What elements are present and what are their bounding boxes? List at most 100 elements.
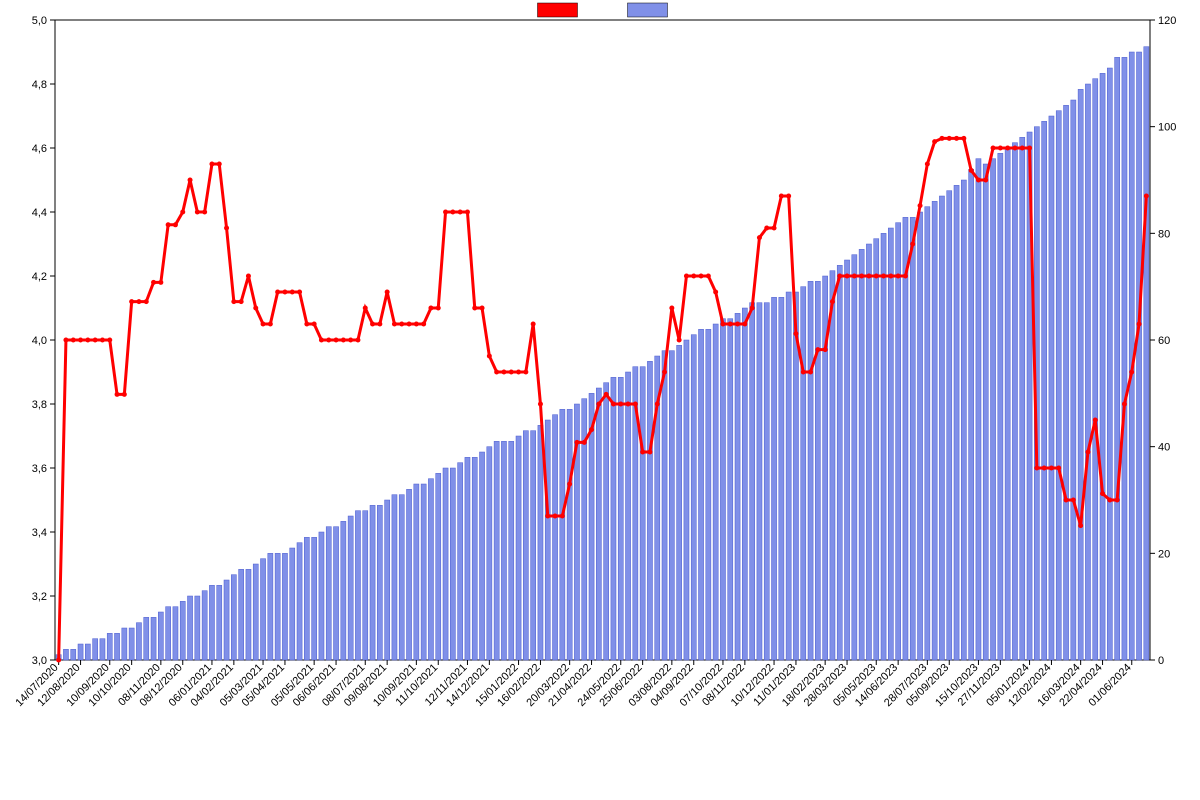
line-marker xyxy=(969,168,974,173)
bar xyxy=(166,607,171,660)
bar xyxy=(1144,47,1149,660)
line-marker xyxy=(239,299,244,304)
line-marker xyxy=(326,338,331,343)
right-tick-label: 60 xyxy=(1158,335,1170,347)
left-tick-label: 5,0 xyxy=(32,15,47,27)
bar xyxy=(421,484,426,660)
bar xyxy=(180,601,185,660)
line-marker xyxy=(63,338,68,343)
bar xyxy=(458,463,463,660)
bar xyxy=(1115,57,1120,660)
bar xyxy=(691,335,696,660)
bar xyxy=(1005,148,1010,660)
bar xyxy=(866,244,871,660)
bar xyxy=(158,612,163,660)
bar xyxy=(1071,100,1076,660)
bar xyxy=(1122,57,1127,660)
line-marker xyxy=(1078,523,1083,528)
bar xyxy=(998,153,1003,660)
bar xyxy=(808,281,813,660)
line-marker xyxy=(998,146,1003,151)
bar xyxy=(750,303,755,660)
bar xyxy=(611,377,616,660)
line-marker xyxy=(720,322,725,327)
bar xyxy=(903,217,908,660)
bar xyxy=(706,329,711,660)
line-marker xyxy=(268,322,273,327)
bar xyxy=(954,185,959,660)
bar xyxy=(647,361,652,660)
bar xyxy=(239,569,244,660)
line-marker xyxy=(115,392,120,397)
bar xyxy=(501,441,506,660)
bar xyxy=(297,543,302,660)
bar xyxy=(735,313,740,660)
line-marker xyxy=(85,338,90,343)
bar xyxy=(282,553,287,660)
line-marker xyxy=(808,370,813,375)
line-marker xyxy=(961,136,966,141)
line-marker xyxy=(480,306,485,311)
line-marker xyxy=(253,306,258,311)
bar xyxy=(304,537,309,660)
line-marker xyxy=(852,274,857,279)
bar xyxy=(479,452,484,660)
bar xyxy=(961,180,966,660)
bar xyxy=(202,591,207,660)
line-marker xyxy=(450,210,455,215)
line-marker xyxy=(874,274,879,279)
line-marker xyxy=(706,274,711,279)
left-tick-label: 4,4 xyxy=(32,207,47,219)
line-marker xyxy=(341,338,346,343)
line-marker xyxy=(428,306,433,311)
line-marker xyxy=(772,226,777,231)
bar xyxy=(640,367,645,660)
line-marker xyxy=(1144,194,1149,199)
line-marker xyxy=(691,274,696,279)
combo-chart: 3,03,23,43,63,84,04,24,44,64,85,00204060… xyxy=(0,0,1200,800)
line-marker xyxy=(866,274,871,279)
line-marker xyxy=(626,402,631,407)
bar xyxy=(830,271,835,660)
bar xyxy=(859,249,864,660)
bar xyxy=(246,569,251,660)
bar xyxy=(677,345,682,660)
line-marker xyxy=(983,178,988,183)
bar xyxy=(312,537,317,660)
line-marker xyxy=(195,210,200,215)
line-marker xyxy=(713,290,718,295)
line-marker xyxy=(903,274,908,279)
bar xyxy=(1056,111,1061,660)
line-marker xyxy=(793,331,798,336)
right-tick-label: 100 xyxy=(1158,122,1176,134)
bar xyxy=(100,639,105,660)
line-marker xyxy=(1071,498,1076,503)
line-marker xyxy=(618,402,623,407)
bar xyxy=(852,255,857,660)
bar xyxy=(801,287,806,660)
line-marker xyxy=(633,402,638,407)
bar xyxy=(355,511,360,660)
line-marker xyxy=(100,338,105,343)
bar xyxy=(93,639,98,660)
bar xyxy=(1042,121,1047,660)
bar xyxy=(983,164,988,660)
line-marker xyxy=(1085,450,1090,455)
bar xyxy=(531,431,536,660)
line-marker xyxy=(655,402,660,407)
line-marker xyxy=(647,450,652,455)
legend-swatch xyxy=(538,3,578,17)
line-marker xyxy=(180,210,185,215)
right-tick-label: 80 xyxy=(1158,228,1170,240)
bar xyxy=(414,484,419,660)
line-marker xyxy=(574,440,579,445)
bars-group xyxy=(56,47,1149,660)
bar xyxy=(662,351,667,660)
line-marker xyxy=(837,274,842,279)
line-marker xyxy=(93,338,98,343)
line-marker xyxy=(129,299,134,304)
line-marker xyxy=(589,427,594,432)
bar xyxy=(231,575,236,660)
bar xyxy=(209,585,214,660)
line-marker xyxy=(669,306,674,311)
